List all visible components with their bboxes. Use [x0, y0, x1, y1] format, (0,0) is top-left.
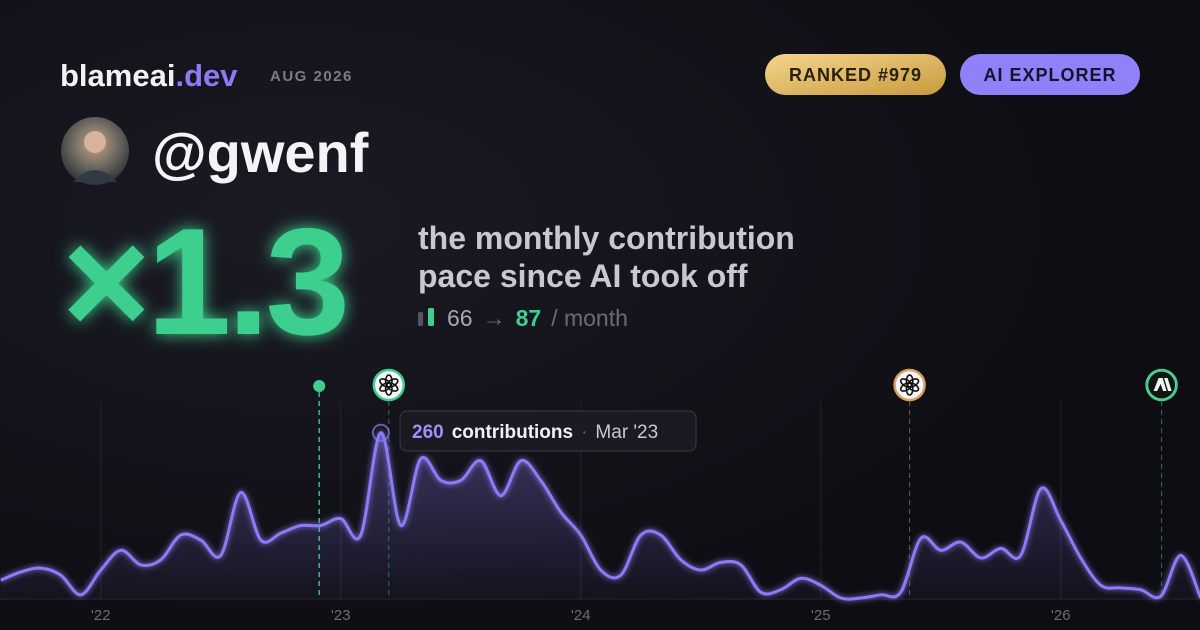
x-tick-label: '26	[1051, 607, 1071, 624]
x-tick-label: '23	[331, 607, 351, 624]
tooltip-text: 260 contributions · Mar '23	[412, 422, 658, 443]
before-value: 66	[447, 305, 473, 331]
tier-badge	[960, 54, 1140, 95]
handle: @gwenf	[152, 121, 369, 184]
brand-tld: .dev	[175, 58, 238, 93]
x-tick-label: '22	[91, 607, 111, 624]
tier-badge-text: AI EXPLORER	[983, 65, 1116, 85]
event-icon	[372, 368, 406, 402]
event-icon-petal	[899, 378, 913, 388]
after-value: 87	[516, 305, 542, 331]
tooltip-separator: ·	[581, 422, 587, 443]
x-tick-label: '24	[571, 607, 591, 624]
brand: blameai.dev	[60, 58, 238, 93]
caption-line: pace since AI took off	[418, 258, 748, 294]
tooltip-date: Mar '23	[595, 422, 658, 443]
date: AUG 2026	[270, 68, 353, 85]
tooltip-label: contributions	[452, 422, 573, 443]
x-tick-label: '25	[811, 607, 831, 624]
tooltip-box	[399, 410, 697, 452]
event-icon	[1145, 368, 1178, 402]
rank-badge-text: RANKED #979	[789, 65, 922, 85]
event-icon-ring	[893, 368, 926, 402]
tooltip-value: 260	[412, 422, 444, 443]
event-icon	[893, 368, 926, 402]
caption-line: the monthly contribution	[418, 220, 795, 256]
tooltip: 260 contributions · Mar '23	[399, 410, 697, 452]
multiplier: ×1.3	[62, 197, 346, 367]
before-icon	[418, 312, 423, 326]
event-icon-petal	[379, 378, 392, 388]
brand-name: blameai	[60, 58, 175, 93]
event-icon-glyph	[1153, 378, 1172, 391]
rank-badge	[765, 54, 946, 95]
avatar-body	[73, 170, 117, 182]
unit: / month	[551, 305, 628, 331]
arrow: →	[483, 305, 506, 331]
avatar-face	[84, 131, 106, 153]
series-line	[0, 431, 1200, 601]
event-icon-ring	[372, 368, 406, 402]
event-dot	[313, 380, 326, 392]
chart: '22 '23 '24 '25 '26	[0, 368, 1200, 624]
area-fill	[0, 432, 1200, 600]
pace-row: 66 → 87 / month	[447, 305, 628, 331]
highlight-point	[371, 423, 390, 442]
after-icon	[428, 308, 434, 326]
